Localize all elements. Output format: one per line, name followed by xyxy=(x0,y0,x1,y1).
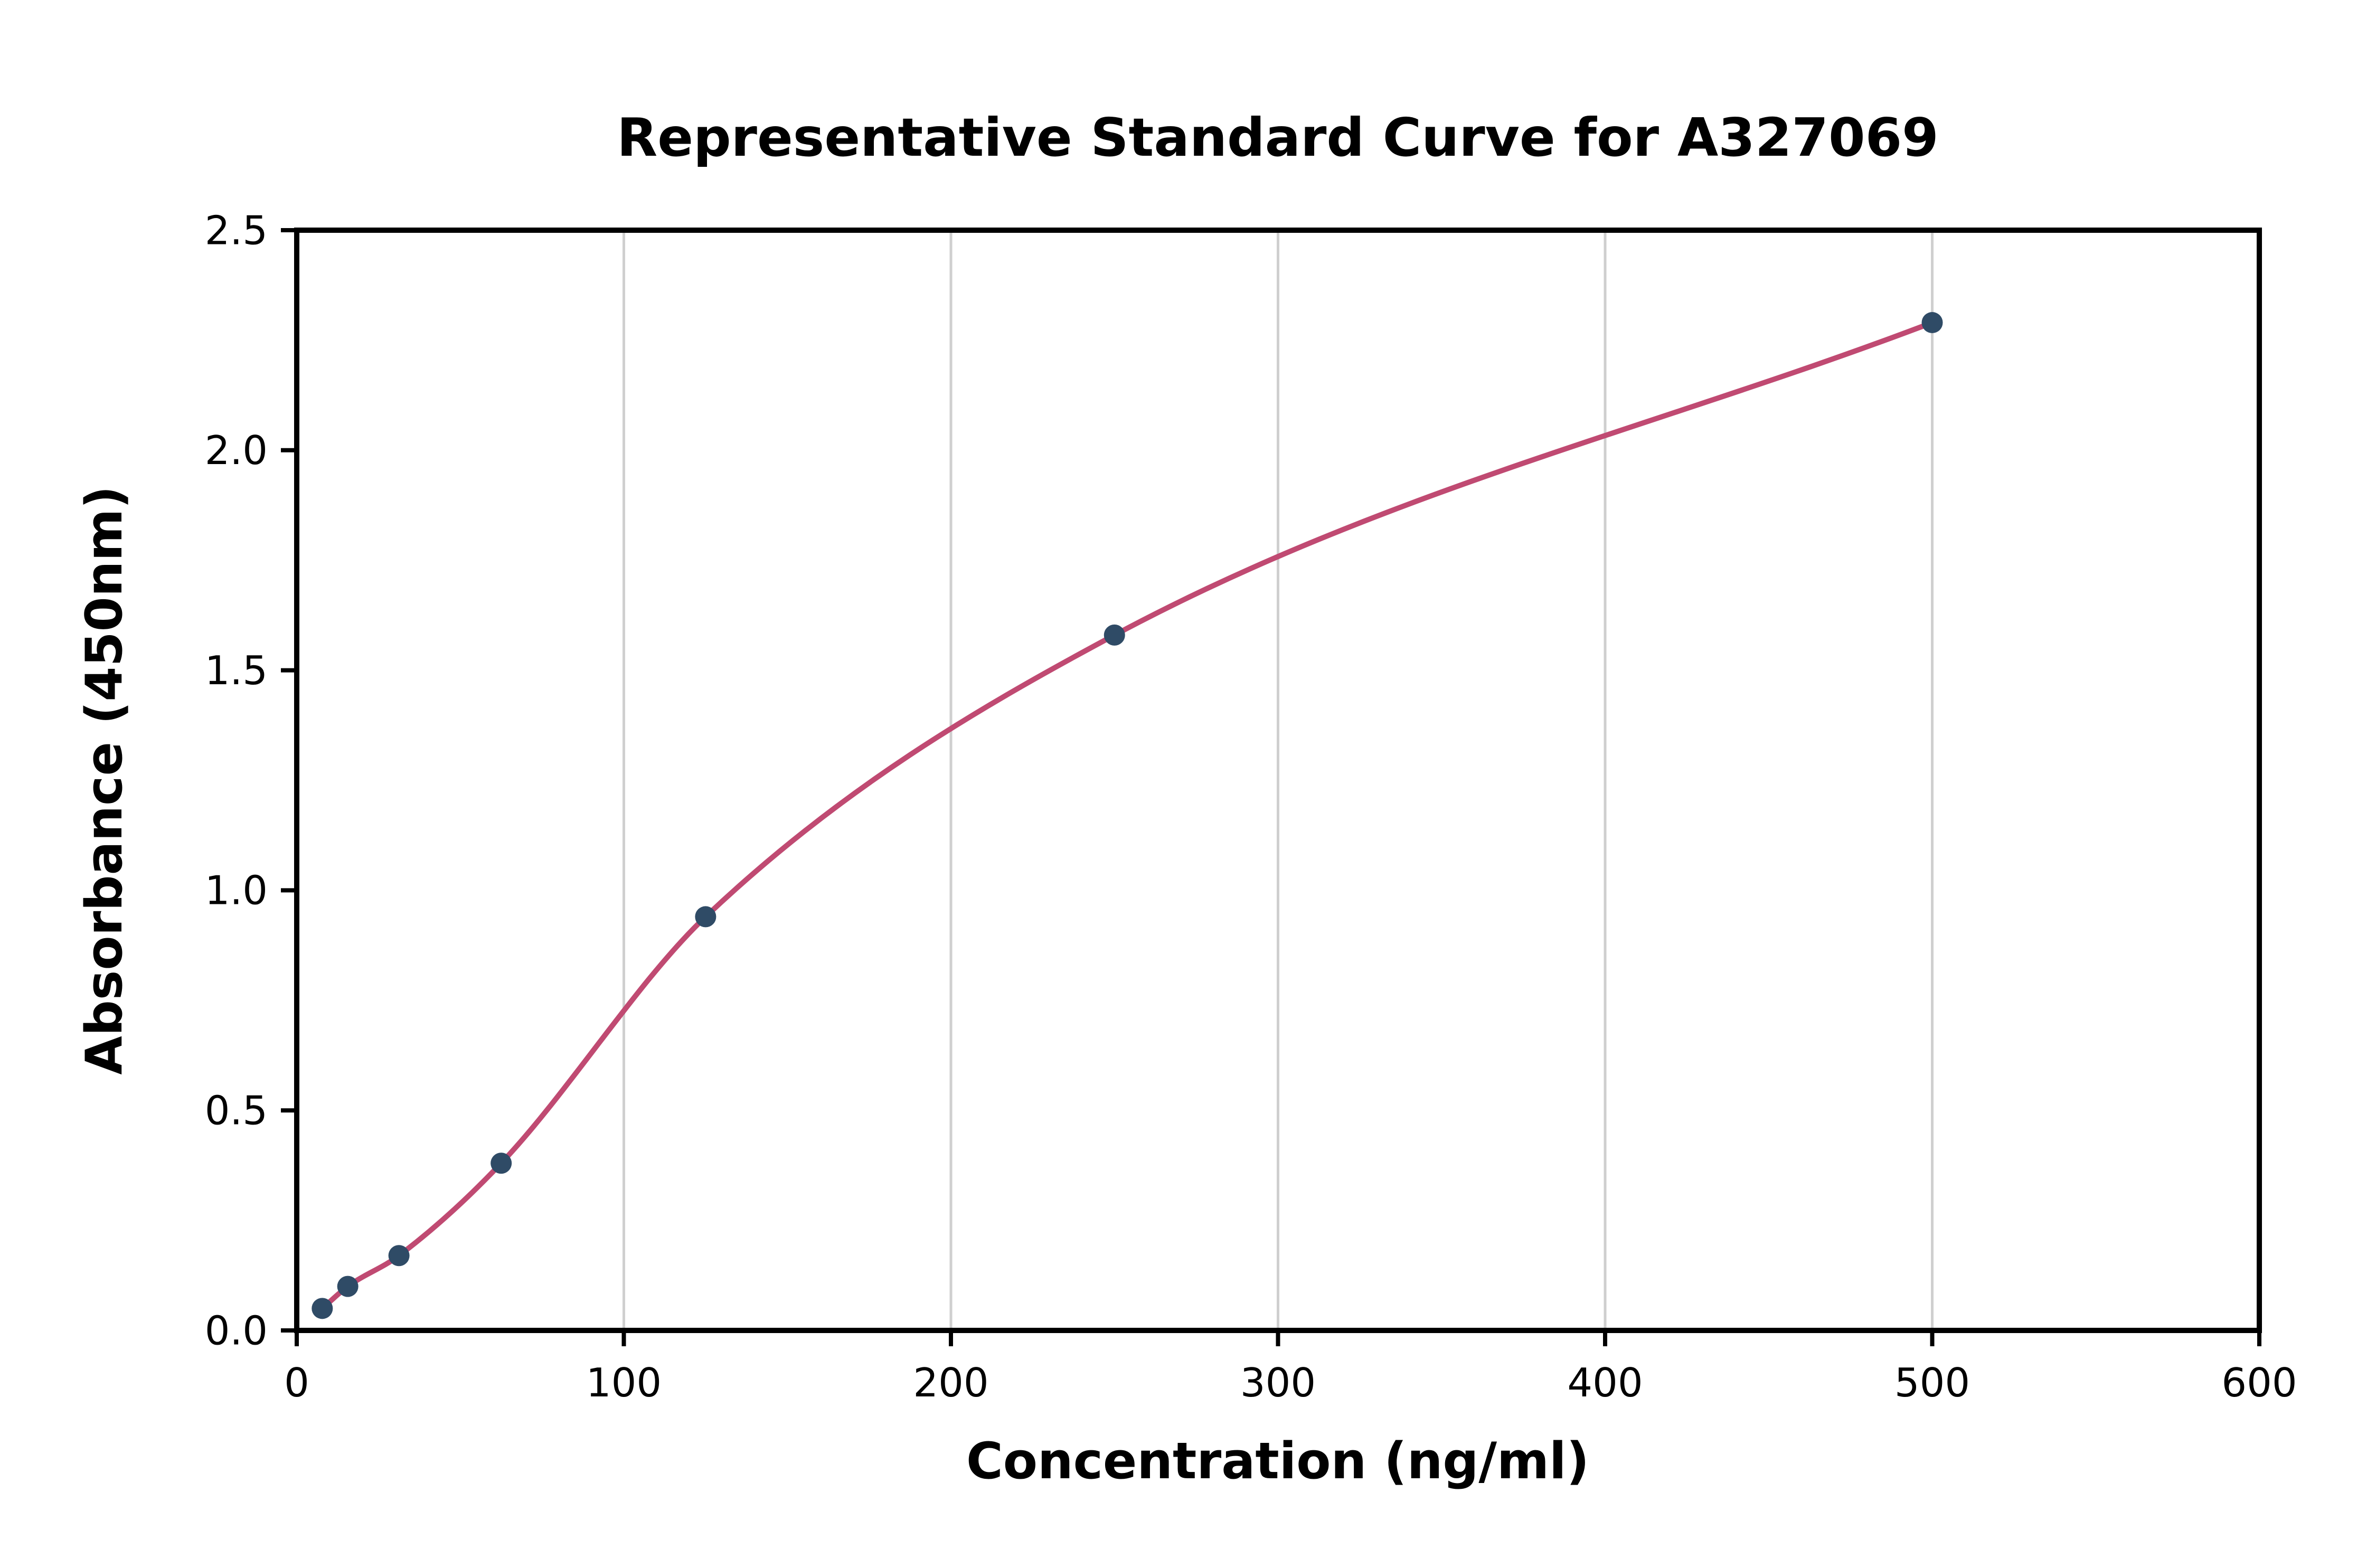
x-tick-label: 100 xyxy=(586,1359,662,1406)
x-axis-label: Concentration (ng/ml) xyxy=(966,1432,1589,1490)
x-tick-label: 300 xyxy=(1240,1359,1316,1406)
y-tick-label: 0.0 xyxy=(205,1307,268,1354)
y-tick-label: 1.5 xyxy=(205,647,268,694)
x-tick-label: 400 xyxy=(1567,1359,1643,1406)
axis-ticks: 0 100 200 300 400 500 600 0.0 0.5 1.0 1.5 2.0 2.5 xyxy=(205,207,2297,1406)
x-tick-label: 500 xyxy=(1894,1359,1970,1406)
data-point xyxy=(388,1245,410,1267)
chart-title: Representative Standard Curve for A32706… xyxy=(617,107,1938,168)
chart-layers: 0 100 200 300 400 500 600 0.0 0.5 1.0 1.5 2.0 2.5 xyxy=(205,207,2297,1406)
y-tick-label: 2.5 xyxy=(205,207,268,253)
gridlines xyxy=(295,230,2261,1330)
data-point xyxy=(695,906,716,928)
data-point xyxy=(1921,312,1943,334)
data-point xyxy=(491,1153,512,1174)
data-point xyxy=(312,1298,333,1319)
y-tick-label: 1.0 xyxy=(205,867,268,914)
x-tick-label: 600 xyxy=(2221,1359,2297,1406)
data-point xyxy=(1104,624,1125,646)
data-points xyxy=(312,312,1943,1319)
x-tick-label: 0 xyxy=(284,1359,309,1406)
y-axis-label: Absorbance (450nm) xyxy=(76,486,134,1075)
y-tick-label: 2.0 xyxy=(205,427,268,474)
data-point xyxy=(337,1276,359,1297)
y-tick-label: 0.5 xyxy=(205,1087,268,1134)
fit-curve xyxy=(319,320,1935,1311)
x-tick-label: 200 xyxy=(913,1359,988,1406)
